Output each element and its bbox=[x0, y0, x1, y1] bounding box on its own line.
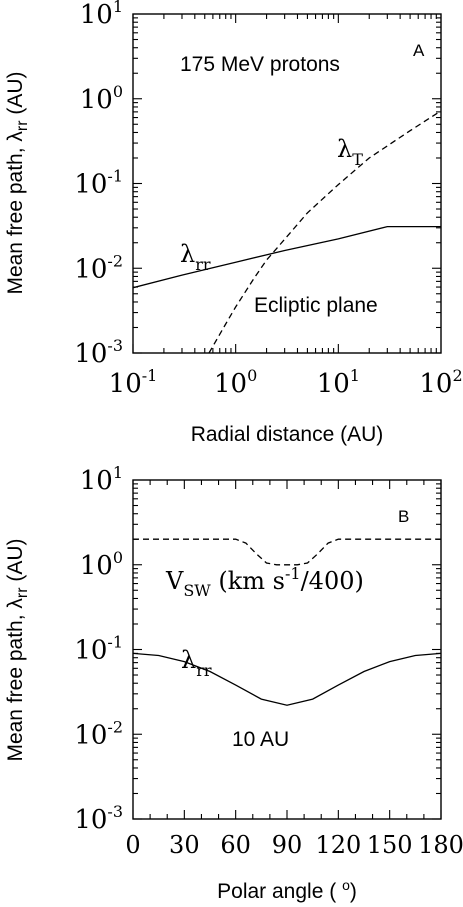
series-line bbox=[133, 538, 441, 566]
y-axis-title: Mean free path, λrr (AU) bbox=[4, 538, 31, 761]
chart-annotation-plane: Ecliptic plane bbox=[254, 294, 378, 317]
tick-base: 10 bbox=[80, 466, 113, 496]
y-tick-label: 100 bbox=[80, 82, 123, 115]
series-label-sub: T bbox=[352, 150, 363, 169]
tick-base: 10 bbox=[74, 254, 107, 284]
tick-base: 10 bbox=[74, 636, 107, 666]
series-label-sub: rr bbox=[196, 661, 212, 680]
tick-base: 10 bbox=[214, 369, 247, 399]
y-tick-label: 10-1 bbox=[74, 633, 123, 666]
tick-base: 10 bbox=[317, 369, 350, 399]
x-tick-label: 101 bbox=[317, 366, 360, 399]
plot-frame bbox=[132, 479, 442, 820]
tick-base: 10 bbox=[74, 339, 107, 369]
series-lines bbox=[133, 538, 441, 706]
y-axis-title-sub: rr bbox=[14, 120, 31, 131]
x-axis-title-text: Polar angle ( bbox=[217, 880, 336, 903]
series-label-main: V bbox=[165, 567, 184, 595]
chart-annotation-distance: 10 AU bbox=[232, 728, 289, 751]
tick-exponent: -3 bbox=[107, 336, 123, 355]
x-axis-title: Polar angle ( o) bbox=[217, 877, 357, 903]
y-tick-label: 10-3 bbox=[74, 336, 123, 369]
x-tick-label: 10-1 bbox=[109, 366, 158, 399]
y-axis-title-main: Mean free path, λ bbox=[4, 598, 27, 762]
x-tick-label: 180 bbox=[418, 831, 463, 859]
y-axis-title-main: Mean free path, λ bbox=[4, 131, 27, 295]
tick-exponent: -2 bbox=[107, 717, 123, 736]
x-tick-label: 100 bbox=[214, 366, 257, 399]
series-label-main: λ bbox=[337, 135, 352, 163]
series-label-extra: (km s bbox=[211, 567, 285, 595]
tick-base: 10 bbox=[74, 720, 107, 750]
series-label-main: λ bbox=[181, 646, 196, 674]
tick-exponent: 0 bbox=[113, 82, 123, 101]
series-label-lambda-t: λT bbox=[337, 135, 363, 169]
tick-base: 10 bbox=[419, 369, 452, 399]
tick-exponent: -2 bbox=[107, 251, 123, 270]
tick-base: 10 bbox=[80, 85, 113, 115]
tick-exponent: -1 bbox=[142, 366, 158, 385]
y-tick-label: 101 bbox=[80, 463, 123, 496]
series-line bbox=[133, 652, 441, 706]
x-axis-title-rest: ) bbox=[350, 880, 357, 903]
panel-label: A bbox=[413, 41, 425, 60]
series-label-sup: -1 bbox=[285, 564, 301, 583]
tick-exponent: 2 bbox=[452, 366, 462, 385]
series-label-lambda-rr: λrr bbox=[180, 240, 211, 274]
y-tick-label: 10-3 bbox=[74, 802, 123, 835]
y-axis-title: Mean free path, λrr (AU) bbox=[4, 71, 31, 294]
x-tick-label: 30 bbox=[169, 831, 200, 859]
tick-base: 10 bbox=[74, 805, 107, 835]
tick-exponent: 0 bbox=[247, 366, 257, 385]
y-tick-label: 100 bbox=[80, 548, 123, 581]
y-tick-label: 101 bbox=[80, 0, 123, 30]
x-tick-label: 102 bbox=[419, 366, 462, 399]
tick-base: 10 bbox=[80, 0, 113, 30]
series-lines bbox=[133, 110, 441, 353]
x-tick-label: 90 bbox=[272, 831, 303, 859]
y-tick-label: 10-2 bbox=[74, 717, 123, 750]
x-tick-label: 150 bbox=[367, 831, 413, 859]
tick-exponent: 1 bbox=[113, 0, 123, 16]
chart-annotation-title: 175 MeV protons bbox=[180, 53, 340, 76]
tick-base: 10 bbox=[109, 369, 142, 399]
y-axis-title-sub: rr bbox=[14, 587, 31, 598]
series-label-lambda-rr: λrr bbox=[181, 646, 212, 680]
x-tick-label: 0 bbox=[125, 831, 140, 859]
series-label-extra-after: /400) bbox=[301, 567, 364, 595]
tick-exponent: 1 bbox=[350, 366, 360, 385]
axis-ticks bbox=[132, 480, 442, 820]
degree-symbol: o bbox=[342, 877, 350, 893]
y-tick-label: 10-2 bbox=[74, 251, 123, 284]
tick-base: 10 bbox=[80, 551, 113, 581]
series-label-sub: rr bbox=[195, 255, 211, 274]
y-axis-title-unit: (AU) bbox=[4, 71, 27, 120]
tick-exponent: 1 bbox=[113, 463, 123, 482]
x-tick-label: 60 bbox=[220, 831, 251, 859]
x-tick-label: 120 bbox=[315, 831, 361, 859]
tick-base: 10 bbox=[74, 170, 107, 200]
tick-exponent: -1 bbox=[107, 167, 123, 186]
tick-exponent: -1 bbox=[107, 633, 123, 652]
tick-exponent: 0 bbox=[113, 548, 123, 567]
series-label-sub: SW bbox=[183, 581, 211, 600]
x-axis-title: Radial distance (AU) bbox=[191, 423, 384, 446]
series-label-main: λ bbox=[180, 240, 195, 268]
series-label-vsw: VSW (km s-1/400) bbox=[165, 564, 364, 600]
y-tick-label: 10-1 bbox=[74, 167, 123, 200]
panel-label: B bbox=[398, 507, 409, 526]
series-line bbox=[133, 225, 441, 289]
tick-exponent: -3 bbox=[107, 802, 123, 821]
y-axis-title-unit: (AU) bbox=[4, 538, 27, 587]
series-line bbox=[208, 110, 441, 353]
axis-ticks bbox=[132, 14, 441, 354]
